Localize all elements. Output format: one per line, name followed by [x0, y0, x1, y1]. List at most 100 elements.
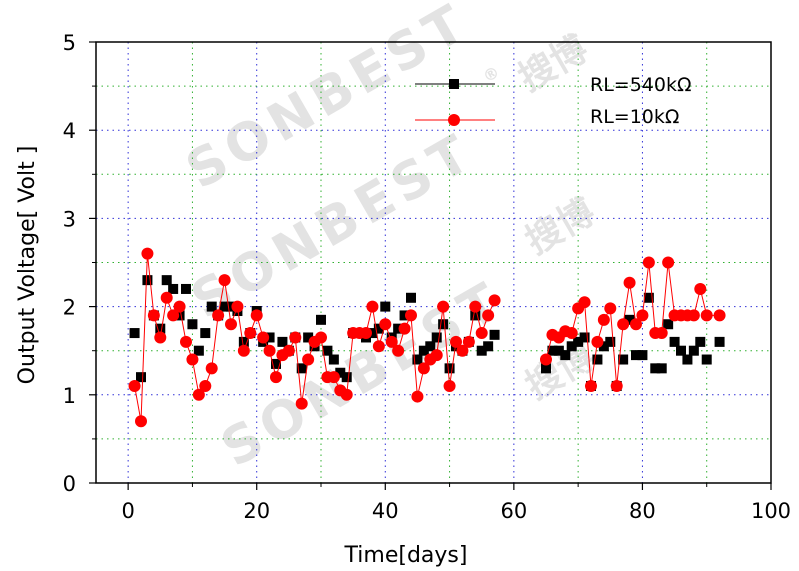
data-point	[174, 310, 185, 321]
data-point	[585, 379, 597, 392]
data-point	[282, 344, 295, 357]
y-tick-label: 4	[63, 119, 76, 143]
data-point	[199, 379, 212, 392]
data-point	[399, 310, 410, 321]
data-point	[688, 345, 699, 356]
data-point	[155, 323, 166, 334]
y-axis-title: Output Voltage[ Volt ]	[15, 146, 40, 385]
data-point	[303, 332, 314, 343]
data-point	[181, 283, 191, 294]
data-point	[406, 292, 416, 303]
data-point	[655, 327, 668, 340]
data-point	[412, 354, 423, 365]
watermark: SONBEST ® 搜博 SONBEST 搜博 SONBEST 搜博	[177, 0, 602, 479]
data-point	[257, 331, 270, 344]
data-point	[714, 336, 725, 347]
data-point	[180, 335, 192, 348]
data-point	[566, 341, 577, 352]
data-point	[417, 362, 430, 375]
data-point	[642, 256, 655, 269]
data-point	[366, 300, 379, 313]
data-point	[573, 336, 584, 347]
data-point	[631, 350, 641, 361]
data-point	[682, 354, 693, 365]
data-point	[168, 283, 179, 294]
data-point	[663, 319, 674, 330]
data-point	[244, 327, 257, 340]
data-point	[470, 310, 481, 321]
data-point	[560, 350, 571, 361]
x-tick-label: 0	[121, 499, 134, 523]
data-point	[141, 247, 154, 260]
data-point	[373, 323, 384, 334]
data-point	[597, 313, 610, 326]
x-tick-label: 60	[500, 499, 527, 523]
data-point	[327, 371, 340, 384]
legend: RL=540kΩ RL=10kΩ	[415, 74, 692, 128]
data-point	[192, 388, 205, 401]
data-point	[443, 379, 456, 392]
data-point	[238, 336, 249, 347]
data-point	[476, 345, 487, 356]
data-point	[469, 300, 482, 313]
data-point	[225, 318, 237, 331]
data-point	[713, 309, 726, 322]
x-tick-label: 80	[629, 499, 656, 523]
data-point	[541, 363, 551, 374]
data-point	[489, 329, 500, 340]
data-point	[270, 371, 282, 384]
y-tick-label: 0	[63, 472, 76, 496]
grid	[96, 42, 771, 483]
data-point	[322, 345, 333, 356]
data-point	[136, 372, 146, 383]
data-point	[226, 301, 236, 312]
data-point	[475, 327, 488, 340]
data-point	[650, 363, 661, 374]
data-point	[186, 353, 199, 366]
x-tick-label: 100	[751, 499, 791, 523]
data-point	[231, 300, 244, 313]
data-point	[380, 301, 391, 312]
data-point	[669, 336, 680, 347]
y-tick-label: 2	[63, 296, 76, 320]
data-point	[425, 341, 436, 352]
data-point	[656, 363, 667, 374]
x-axis-title: Time[days]	[344, 543, 468, 568]
data-point	[341, 372, 352, 383]
x-tick-label: 20	[243, 499, 270, 523]
data-point	[450, 335, 462, 348]
data-point	[167, 309, 180, 322]
data-point	[618, 354, 629, 365]
data-point	[187, 319, 198, 330]
data-point	[605, 336, 616, 347]
data-point	[623, 276, 636, 289]
data-point	[591, 335, 604, 348]
series-layer	[128, 247, 726, 428]
legend-label-10k: RL=10kΩ	[590, 106, 679, 128]
data-point	[206, 301, 217, 312]
legend-marker-10k	[448, 114, 460, 126]
series-10k	[128, 247, 726, 428]
data-point	[610, 379, 623, 392]
data-point	[205, 362, 218, 375]
data-point	[637, 350, 648, 361]
data-point	[263, 344, 276, 357]
data-point	[160, 291, 173, 304]
data-point	[676, 345, 686, 356]
data-point	[250, 309, 263, 322]
data-point	[456, 344, 469, 357]
data-point	[662, 256, 675, 269]
data-point	[462, 335, 475, 348]
data-point	[701, 354, 712, 365]
data-point	[219, 301, 230, 312]
data-point	[277, 336, 288, 347]
data-point	[271, 358, 281, 369]
data-point	[360, 327, 372, 340]
legend-marker-540k	[449, 79, 459, 89]
data-point	[296, 363, 307, 374]
data-point	[212, 309, 225, 322]
data-point	[340, 388, 353, 401]
y-tick-label: 5	[63, 31, 76, 55]
axis-ticks	[89, 41, 772, 490]
